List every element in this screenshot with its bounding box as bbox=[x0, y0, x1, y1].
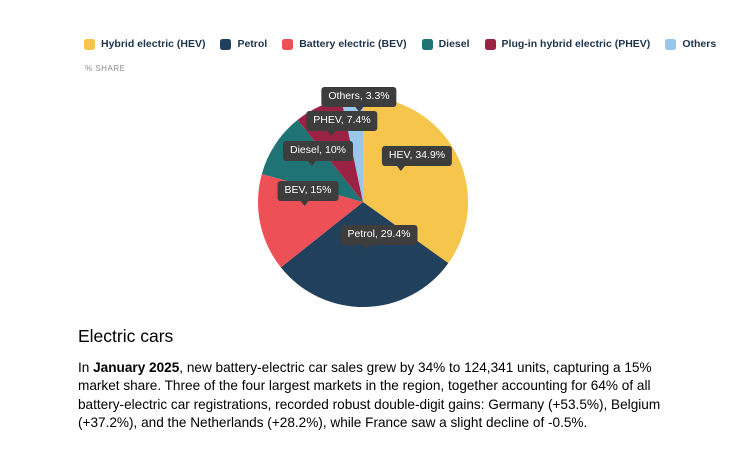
legend-item-others[interactable]: Others bbox=[665, 38, 716, 50]
legend-label-phev: Plug-in hybrid electric (PHEV) bbox=[501, 38, 651, 50]
legend-label-petrol: Petrol bbox=[237, 38, 268, 50]
callout-petrol: Petrol, 29.4% bbox=[340, 225, 418, 249]
legend-item-diesel[interactable]: Diesel bbox=[421, 38, 470, 50]
legend-swatch-bev bbox=[282, 38, 294, 50]
legend-swatch-others bbox=[665, 38, 677, 50]
pie-slice-petrol[interactable] bbox=[280, 202, 449, 308]
chart-legend: Hybrid electric (HEV) Petrol Battery ele… bbox=[84, 38, 716, 50]
callout-diesel: Diesel, 10% bbox=[282, 141, 354, 165]
legend-item-hev[interactable]: Hybrid electric (HEV) bbox=[84, 38, 205, 50]
legend-item-bev[interactable]: Battery electric (BEV) bbox=[282, 38, 407, 50]
text-section: Electric cars In January 2025, new batte… bbox=[78, 326, 666, 433]
pie-chart-area: Others, 3.3% PHEV, 7.4% Diesel, 10% BEV,… bbox=[0, 78, 738, 316]
legend-label-diesel: Diesel bbox=[438, 38, 470, 50]
callout-phev: PHEV, 7.4% bbox=[306, 111, 378, 135]
callout-others: Others, 3.3% bbox=[321, 87, 397, 111]
callout-bev: BEV, 15% bbox=[277, 181, 339, 205]
paragraph-bold-date: January 2025 bbox=[93, 360, 180, 375]
legend-swatch-diesel bbox=[421, 38, 433, 50]
legend-swatch-hev bbox=[84, 38, 95, 50]
legend-label-bev: Battery electric (BEV) bbox=[299, 38, 407, 50]
section-paragraph: In January 2025, new battery-electric ca… bbox=[78, 359, 666, 433]
legend-item-phev[interactable]: Plug-in hybrid electric (PHEV) bbox=[484, 38, 651, 50]
legend-swatch-phev bbox=[484, 38, 496, 50]
paragraph-prefix: In bbox=[78, 360, 94, 375]
axis-note: % SHARE bbox=[85, 64, 126, 73]
section-heading: Electric cars bbox=[78, 326, 174, 346]
legend-label-hev: Hybrid electric (HEV) bbox=[101, 38, 206, 50]
paragraph-rest: , new battery-electric car sales grew by… bbox=[78, 360, 661, 431]
legend-swatch-petrol bbox=[220, 38, 232, 50]
legend-label-others: Others bbox=[682, 38, 717, 50]
pie-slice-hev[interactable] bbox=[363, 97, 469, 264]
legend-item-petrol[interactable]: Petrol bbox=[220, 38, 267, 50]
callout-hev: HEV, 34.9% bbox=[381, 146, 453, 170]
